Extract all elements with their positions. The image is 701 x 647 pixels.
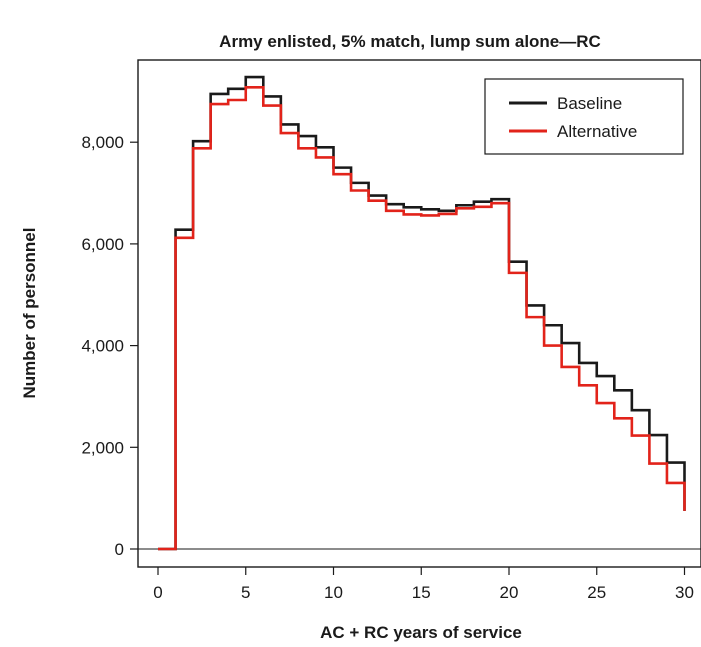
series-line-alternative [158,85,686,551]
legend: Baseline Alternative [484,78,684,155]
x-tick-label: 20 [500,583,519,602]
x-axis: 0 5 10 15 20 25 30 [153,567,694,602]
x-tick-label: 5 [241,583,250,602]
y-tick-label: 2,000 [81,438,124,457]
plot-frame [137,59,701,568]
y-tick-label: 0 [115,540,124,559]
y-tick-label: 8,000 [81,133,124,152]
x-tick-label: 30 [675,583,694,602]
chart-title: Army enlisted, 5% match, lump sum alone—… [219,32,601,51]
x-tick-label: 25 [587,583,606,602]
y-tick-label: 6,000 [81,235,124,254]
x-tick-label: 0 [153,583,162,602]
series-line-baseline [158,75,686,551]
x-tick-label: 10 [324,583,343,602]
y-axis: 0 2,000 4,000 6,000 8,000 [81,133,138,559]
legend-label-alternative: Alternative [557,122,637,141]
x-axis-label: AC + RC years of service [320,623,522,642]
legend-box [484,78,684,155]
legend-label-baseline: Baseline [557,94,622,113]
series-lines [158,75,686,551]
y-tick-label: 4,000 [81,337,124,356]
y-axis-label: Number of personnel [20,228,39,399]
x-tick-label: 15 [412,583,431,602]
